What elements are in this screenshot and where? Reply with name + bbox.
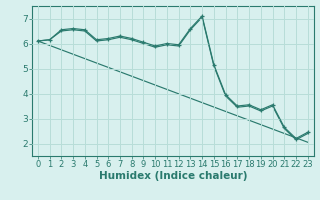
X-axis label: Humidex (Indice chaleur): Humidex (Indice chaleur) bbox=[99, 171, 247, 181]
